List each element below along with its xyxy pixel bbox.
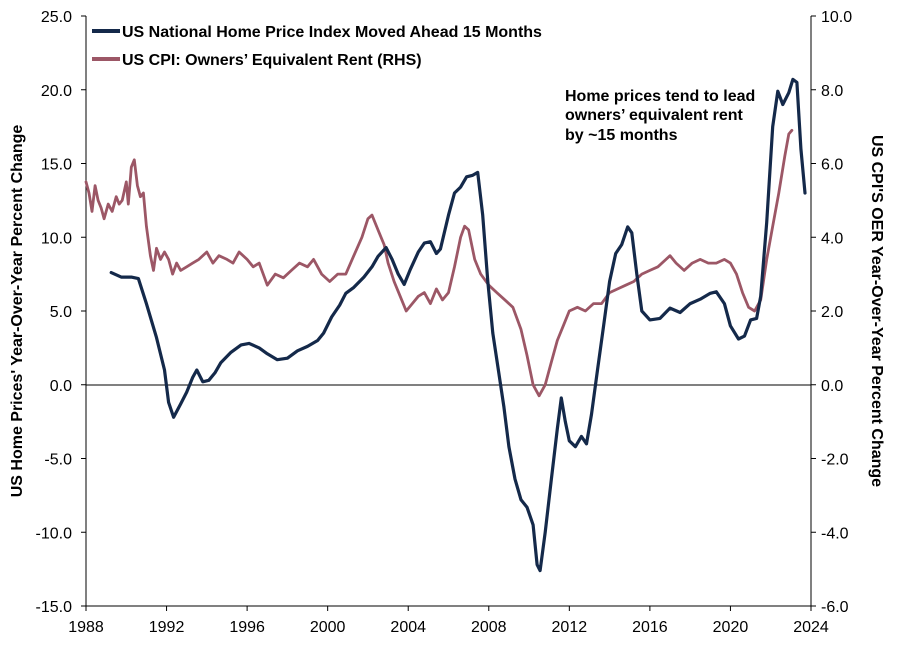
left-tick-label: 20.0 — [41, 83, 72, 100]
legend-label-home-price: US National Home Price Index Moved Ahead… — [122, 24, 542, 41]
series-layer — [84, 77, 807, 573]
x-axis-ticks: 1988 1992 1996 2000 2004 2008 2012 2016 2020 2024 — [68, 606, 829, 636]
right-tick-label: -2.0 — [821, 452, 849, 469]
left-axis-title: US Home Prices' Year-Over-Year Percent C… — [9, 125, 26, 498]
x-tick-label: 2020 — [713, 619, 749, 636]
right-tick-label: 0.0 — [821, 378, 843, 395]
left-tick-label: -15.0 — [36, 599, 73, 616]
x-tick-label: 1996 — [229, 619, 265, 636]
left-y-axis-ticks: 25.0 20.0 15.0 10.0 5.0 0.0 -5.0 -10.0 -15.0 — [36, 9, 86, 616]
annotation-line-3: by ~15 months — [565, 127, 678, 144]
left-tick-label: -5.0 — [44, 452, 72, 469]
x-tick-label: 1992 — [149, 619, 185, 636]
x-tick-label: 2012 — [552, 619, 588, 636]
x-tick-label: 1988 — [68, 619, 104, 636]
annotation: Home prices tend to lead owners’ equival… — [565, 88, 755, 144]
left-tick-label: 0.0 — [50, 378, 72, 395]
right-tick-label: 6.0 — [821, 157, 843, 174]
left-tick-label: 15.0 — [41, 157, 72, 174]
x-tick-label: 2016 — [632, 619, 668, 636]
legend-label-oer: US CPI: Owners’ Equivalent Rent (RHS) — [122, 52, 422, 69]
x-tick-label: 2008 — [471, 619, 507, 636]
legend: US National Home Price Index Moved Ahead… — [92, 24, 542, 69]
series-line-owners-equivalent-rent — [84, 128, 794, 398]
annotation-line-1: Home prices tend to lead — [565, 88, 755, 105]
series-line-home-price-index — [109, 77, 807, 573]
right-axis-title: US CPI'S OER Year-Over-Year Percent Chan… — [868, 135, 885, 487]
right-tick-label: -6.0 — [821, 599, 849, 616]
right-tick-label: 2.0 — [821, 304, 843, 321]
left-tick-label: 5.0 — [50, 304, 72, 321]
left-tick-label: -10.0 — [36, 525, 73, 542]
left-tick-label: 10.0 — [41, 230, 72, 247]
right-tick-label: 8.0 — [821, 83, 843, 100]
left-tick-label: 25.0 — [41, 9, 72, 26]
right-tick-label: 4.0 — [821, 230, 843, 247]
right-tick-label: 10.0 — [821, 9, 852, 26]
x-tick-label: 2004 — [390, 619, 426, 636]
right-tick-label: -4.0 — [821, 525, 849, 542]
right-y-axis-ticks: 10.0 8.0 6.0 4.0 2.0 0.0 -2.0 -4.0 -6.0 — [811, 9, 852, 616]
x-tick-label: 2024 — [793, 619, 829, 636]
annotation-line-2: owners’ equivalent rent — [565, 107, 744, 124]
x-tick-label: 2000 — [310, 619, 346, 636]
